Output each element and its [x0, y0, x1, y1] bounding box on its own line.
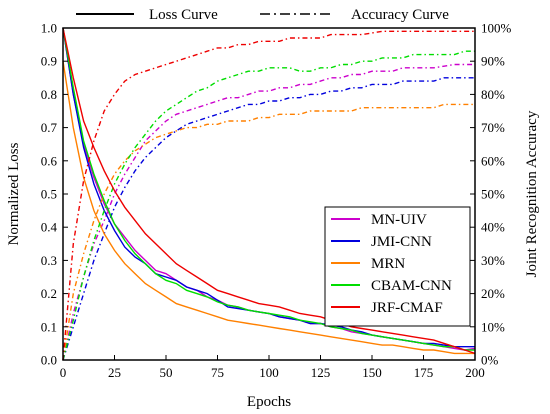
y2-tick-label: 30% [481, 253, 505, 268]
y-axis-title: Normalized Loss [6, 142, 22, 245]
mn-uiv-accuracy-line [62, 63, 475, 361]
jrf-cmaf-loss-line [62, 27, 476, 355]
y-tick-label: 0.4 [41, 220, 58, 235]
cbam-cnn-accuracy-line [62, 50, 475, 361]
cbam-cnn-loss-line [62, 27, 475, 351]
jrf-cmaf-accuracy-line [62, 30, 475, 361]
x-tick-label: 0 [60, 365, 67, 380]
y-tick-label: 1.0 [41, 21, 57, 36]
y2-tick-label: 90% [481, 54, 505, 69]
mrn-loss-line [62, 61, 475, 355]
y-tick-label: 0.3 [41, 253, 57, 268]
y-tick-label: 0.5 [41, 187, 57, 202]
y2-tick-label: 0% [481, 353, 499, 368]
ticks-layer: 0 25 50 75 100 125 150 175 200 0.0 0.1 0.2 0.3 0.4 0.5… [41, 21, 512, 381]
x-tick-label: 150 [362, 365, 382, 380]
y-tick-label: 0.8 [41, 87, 57, 102]
y2-tick-label: 40% [481, 220, 505, 235]
y2-tick-label: 70% [481, 120, 505, 135]
x-tick-label: 200 [465, 365, 485, 380]
jrf-cmaf-legend-label: JRF-CMAF [371, 300, 443, 316]
y2-tick-label: 20% [481, 286, 505, 301]
y-tick-label: 0.0 [41, 353, 57, 368]
accuracy-curve-legend-label: Accuracy Curve [351, 7, 449, 23]
mrn-accuracy-line [62, 103, 475, 361]
x-tick-label: 25 [108, 365, 121, 380]
top-legend: Loss Curve Accuracy Curve [76, 7, 449, 23]
y2-tick-label: 100% [481, 21, 512, 36]
y2-axis-title: Joint Recognition Accuracy [524, 110, 540, 277]
y2-tick-label: 50% [481, 187, 505, 202]
y2-tick-label: 80% [481, 87, 505, 102]
series-layer [62, 27, 476, 361]
x-tick-label: 50 [160, 365, 173, 380]
y2-tick-label: 10% [481, 319, 505, 334]
y-tick-label: 0.6 [41, 153, 58, 168]
series-legend: MN-UIV JMI-CNN MRN CBAM-CNN JRF-CMAF [324, 206, 471, 327]
loss-curve-legend-label: Loss Curve [149, 7, 218, 23]
series-legend-box [324, 206, 471, 327]
jmi-cnn-legend-label: JMI-CNN [371, 234, 432, 250]
y-tick-label: 0.2 [41, 286, 57, 301]
x-tick-label: 125 [311, 365, 331, 380]
mrn-legend-label: MRN [371, 256, 405, 272]
y2-tick-label: 60% [481, 153, 505, 168]
x-tick-label: 100 [259, 365, 279, 380]
cbam-cnn-legend-label: CBAM-CNN [371, 278, 452, 294]
jmi-cnn-accuracy-line [62, 77, 475, 361]
y-tick-label: 0.1 [41, 319, 57, 334]
x-tick-label: 175 [414, 365, 434, 380]
mn-uiv-legend-label: MN-UIV [371, 212, 427, 228]
x-tick-label: 75 [211, 365, 224, 380]
x-axis-title: Epochs [247, 394, 291, 410]
y-tick-label: 0.7 [41, 120, 58, 135]
y-tick-label: 0.9 [41, 54, 57, 69]
